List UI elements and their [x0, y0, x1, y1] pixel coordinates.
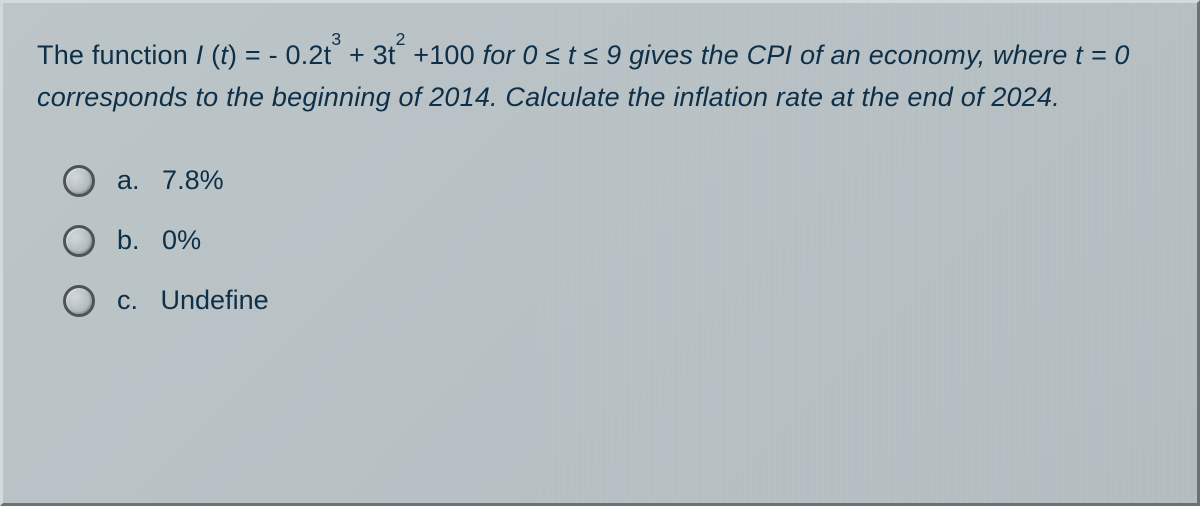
- open-paren: (: [203, 40, 220, 70]
- domain-clause: for 0 ≤ t ≤ 9: [475, 40, 629, 70]
- option-label: c. Undefine: [117, 285, 269, 316]
- exponent-2: 2: [396, 29, 406, 49]
- option-text: Undefine: [161, 285, 269, 315]
- close-paren: ): [228, 40, 237, 70]
- radio-icon[interactable]: [63, 165, 95, 197]
- option-label: a. 7.8%: [117, 165, 224, 196]
- variable-t: t: [220, 40, 228, 70]
- equals-part: = - 0.2t: [237, 40, 331, 70]
- option-text: 0%: [162, 225, 201, 255]
- option-letter: b.: [117, 225, 140, 255]
- option-letter: a.: [117, 165, 140, 195]
- options-list: a. 7.8% b. 0% c. Undefine: [63, 165, 1163, 317]
- option-b[interactable]: b. 0%: [63, 225, 1163, 257]
- radio-icon[interactable]: [63, 225, 95, 257]
- option-c[interactable]: c. Undefine: [63, 285, 1163, 317]
- quiz-panel: The function I (t) = - 0.2t3 + 3t2 +100 …: [0, 0, 1200, 506]
- option-label: b. 0%: [117, 225, 201, 256]
- radio-icon[interactable]: [63, 285, 95, 317]
- option-a[interactable]: a. 7.8%: [63, 165, 1163, 197]
- question-text: The function I (t) = - 0.2t3 + 3t2 +100 …: [37, 35, 1163, 119]
- exponent-3: 3: [331, 29, 341, 49]
- plus-100: +100: [406, 40, 475, 70]
- option-text: 7.8%: [162, 165, 224, 195]
- option-letter: c.: [117, 285, 138, 315]
- question-prefix: The function: [37, 40, 196, 70]
- plus-3t: + 3t: [341, 40, 395, 70]
